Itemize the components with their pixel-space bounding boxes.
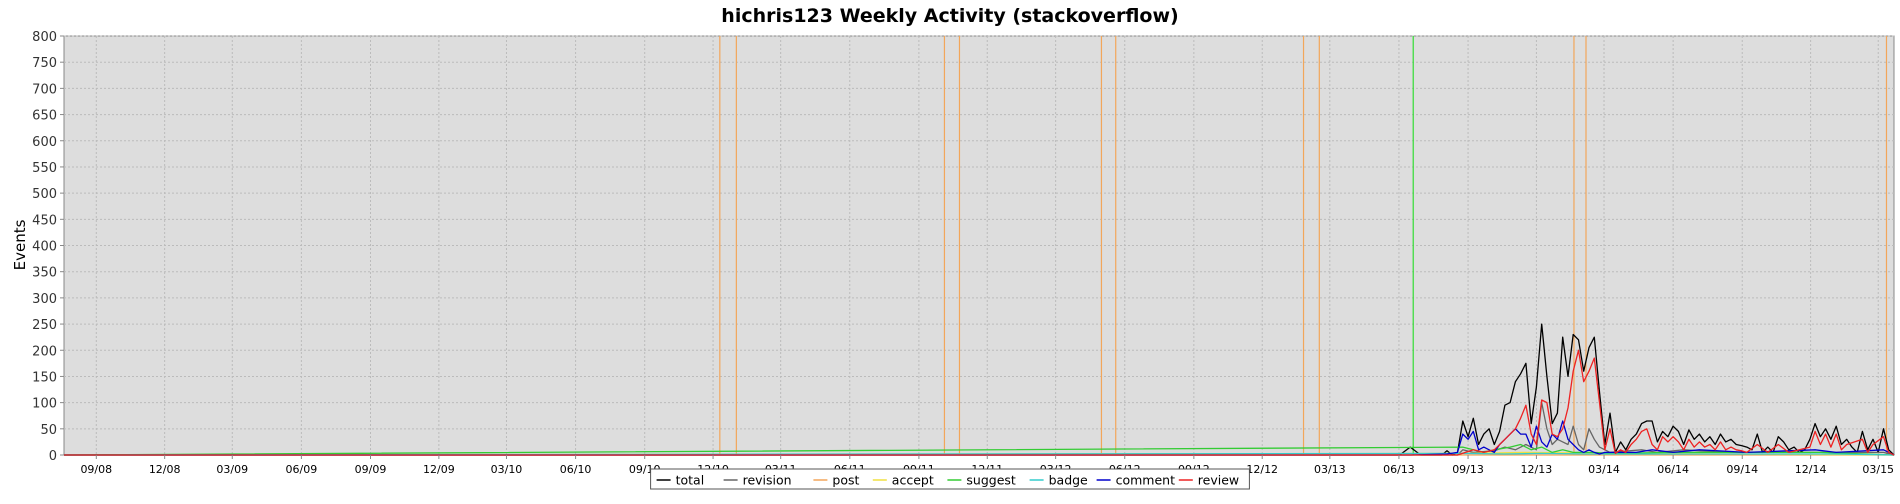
- x-tick-label: 06/09: [286, 463, 318, 476]
- x-tick-label: 09/08: [80, 463, 112, 476]
- y-tick-label: 150: [32, 370, 57, 385]
- y-tick-label: 400: [32, 240, 57, 255]
- x-tick-label: 12/09: [423, 463, 455, 476]
- x-tick-label: 06/13: [1383, 463, 1415, 476]
- y-tick-label: 100: [32, 397, 57, 412]
- x-tick-label: 06/14: [1657, 463, 1689, 476]
- x-tick-label: 03/14: [1588, 463, 1620, 476]
- legend-label-total: total: [676, 473, 705, 488]
- series-line-review: [64, 349, 1895, 456]
- y-tick-label: 800: [32, 30, 57, 45]
- y-tick-label: 250: [32, 318, 57, 333]
- y-tick-label: 750: [32, 56, 57, 71]
- y-axis-label: Events: [11, 219, 29, 270]
- y-tick-label: 200: [32, 344, 57, 359]
- y-tick-label: 700: [32, 82, 57, 97]
- series-line-badge: [63, 452, 1895, 456]
- plot-background: [63, 35, 1895, 456]
- x-tick-label: 12/12: [1246, 463, 1278, 476]
- x-tick-label: 03/13: [1314, 463, 1346, 476]
- marker-layer: [719, 36, 1888, 455]
- legend-label-revision: revision: [743, 473, 792, 488]
- grid-layer: [64, 35, 1894, 456]
- series-line-total: [64, 323, 1895, 456]
- legend-label-suggest: suggest: [966, 473, 1016, 488]
- series-layer: [63, 323, 1895, 456]
- legend-label-badge: badge: [1049, 473, 1088, 488]
- legend-label-comment: comment: [1116, 473, 1175, 488]
- y-tick-label: 0: [49, 449, 57, 464]
- chart-title: hichris123 Weekly Activity (stackoverflo…: [721, 5, 1178, 27]
- x-tick-label: 12/14: [1795, 463, 1827, 476]
- y-tick-label: 650: [32, 109, 57, 124]
- series-line-comment: [64, 420, 1895, 456]
- x-tick-label: 03/09: [216, 463, 248, 476]
- x-tick-label: 03/10: [491, 463, 523, 476]
- y-tick-label: 350: [32, 266, 57, 281]
- legend-box: [650, 468, 1250, 490]
- x-tick-label: 09/13: [1452, 463, 1484, 476]
- legend: total revision post accept suggest badge comme…: [650, 468, 1250, 490]
- y-tick-label: 50: [40, 423, 57, 438]
- y-tick-label: 300: [32, 292, 57, 307]
- y-tick-label: 550: [32, 161, 57, 176]
- y-tick-label: 500: [32, 187, 57, 202]
- x-tick-label: 03/15: [1862, 463, 1894, 476]
- x-tick-label: 12/08: [149, 463, 181, 476]
- legend-label-review: review: [1198, 473, 1239, 488]
- y-tick-label: 600: [32, 135, 57, 150]
- y-tick-label: 450: [32, 213, 57, 228]
- legend-label-accept: accept: [892, 473, 934, 488]
- x-tick-label: 12/13: [1521, 463, 1553, 476]
- legend-label-post: post: [832, 473, 859, 488]
- x-tick-label: 06/10: [560, 463, 592, 476]
- x-tick-label: 09/09: [355, 463, 387, 476]
- x-tick-label: 09/14: [1726, 463, 1758, 476]
